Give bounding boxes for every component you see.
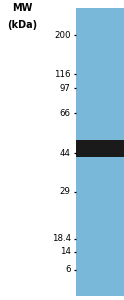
Text: 44: 44 [60, 148, 71, 158]
Text: 14: 14 [60, 248, 71, 256]
Text: 18.4: 18.4 [52, 234, 71, 243]
Text: 116: 116 [54, 70, 71, 79]
Text: 200: 200 [54, 31, 71, 40]
Text: (kDa): (kDa) [7, 20, 37, 29]
Text: 66: 66 [60, 109, 71, 118]
Text: 6: 6 [65, 266, 71, 274]
Text: 29: 29 [60, 188, 71, 196]
Bar [76, 140, 124, 157]
Bar [76, 8, 124, 296]
Text: MW: MW [12, 3, 32, 13]
Text: 97: 97 [60, 84, 71, 93]
